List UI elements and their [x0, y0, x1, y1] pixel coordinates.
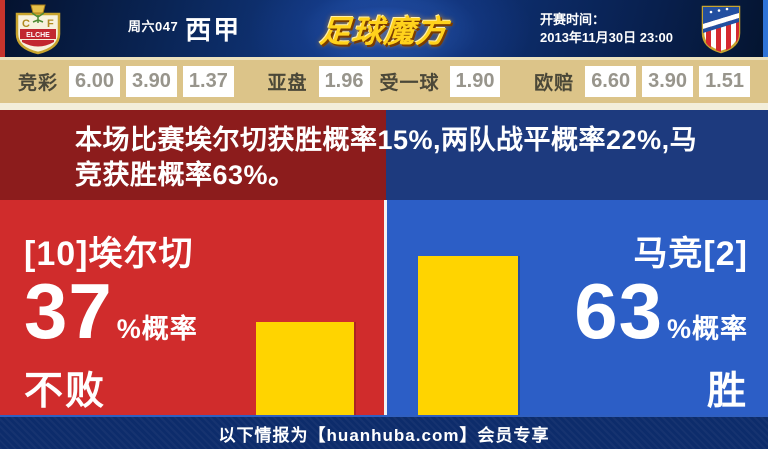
- atletico-crest-icon: [698, 2, 744, 57]
- home-prob-bar: [256, 322, 354, 415]
- home-team-name: [10]埃尔切: [24, 235, 194, 273]
- odds-group-jingcai: 竞彩 6.00 3.90 1.37: [18, 66, 234, 97]
- yapan-home-odds: 1.96: [318, 66, 370, 97]
- jingcai-draw-odds: 3.90: [125, 66, 177, 97]
- top-bar: C F ELCHE 周六047 西甲 足球魔方 开赛时间： 2013年11月30…: [0, 0, 768, 57]
- league-name: 西甲: [185, 15, 242, 45]
- svg-text:F: F: [47, 18, 54, 30]
- away-stat: 马竞[2] 63 %概率 胜: [574, 226, 748, 415]
- odds-divider: [0, 103, 768, 110]
- footer-text: 以下情报为【huanhuba.com】会员专享: [218, 425, 550, 445]
- match-info: 周六047 西甲: [128, 0, 241, 57]
- oupei-draw-odds: 3.90: [642, 66, 694, 97]
- home-probability-suffix: %概率: [116, 314, 198, 344]
- oupei-home-odds: 6.60: [585, 66, 637, 97]
- elche-crest-icon: C F ELCHE: [13, 2, 63, 57]
- away-team-name: 马竞[2]: [633, 235, 748, 273]
- match-code: 周六047: [128, 19, 179, 34]
- prediction-graphic: 本场比赛埃尔切获胜概率15%,两队战平概率22%,马竞获胜概率63%。 [10]…: [0, 110, 768, 415]
- away-outcome: 胜: [706, 370, 748, 413]
- home-probability-value: 37: [24, 267, 113, 355]
- kickoff-time-block: 开赛时间： 2013年11月30日 23:00: [540, 11, 673, 47]
- footer-bar: 以下情报为【huanhuba.com】会员专享: [0, 415, 768, 449]
- headline-bg-away: [386, 110, 768, 200]
- headline-bg-home: [0, 110, 386, 200]
- yapan-handicap: 受一球: [379, 73, 440, 94]
- kickoff-time: 2013年11月30日 23:00: [540, 30, 673, 45]
- logo-text: 足球魔方: [318, 14, 450, 49]
- football-cube-logo: 足球魔方: [309, 0, 459, 57]
- home-stat: [10]埃尔切 37 %概率 不败: [24, 226, 198, 415]
- away-prob-bar: [418, 256, 518, 415]
- home-probability-line: 37 %概率: [24, 272, 198, 350]
- jingcai-label: 竞彩: [18, 73, 59, 94]
- odds-group-oupei: 欧赔 6.60 3.90 1.51: [534, 66, 750, 97]
- away-probability-line: 63 %概率: [574, 272, 748, 350]
- yapan-label: 亚盘: [267, 73, 308, 94]
- svg-text:C: C: [22, 18, 30, 30]
- panel-divider: [384, 200, 387, 415]
- svg-text:ELCHE: ELCHE: [26, 32, 50, 39]
- away-probability-suffix: %概率: [666, 314, 748, 344]
- headline-text: 本场比赛埃尔切获胜概率15%,两队战平概率22%,马竞获胜概率63%。: [75, 125, 698, 190]
- away-probability-value: 63: [574, 267, 663, 355]
- oupei-away-odds: 1.51: [699, 66, 750, 97]
- odds-row: 竞彩 6.00 3.90 1.37 亚盘 1.96 受一球 1.90 欧赔 6.…: [0, 60, 768, 103]
- right-edge-stripe: [763, 0, 768, 57]
- oupei-label: 欧赔: [534, 73, 575, 94]
- yapan-away-odds: 1.90: [449, 66, 501, 97]
- header-divider: [0, 57, 768, 60]
- left-edge-stripe: [0, 0, 5, 57]
- home-outcome: 不败: [24, 370, 107, 413]
- kickoff-label: 开赛时间：: [540, 12, 606, 27]
- jingcai-home-odds: 6.00: [69, 66, 120, 97]
- jingcai-away-odds: 1.37: [182, 66, 234, 97]
- odds-group-yapan: 亚盘 1.96 受一球 1.90: [268, 66, 501, 97]
